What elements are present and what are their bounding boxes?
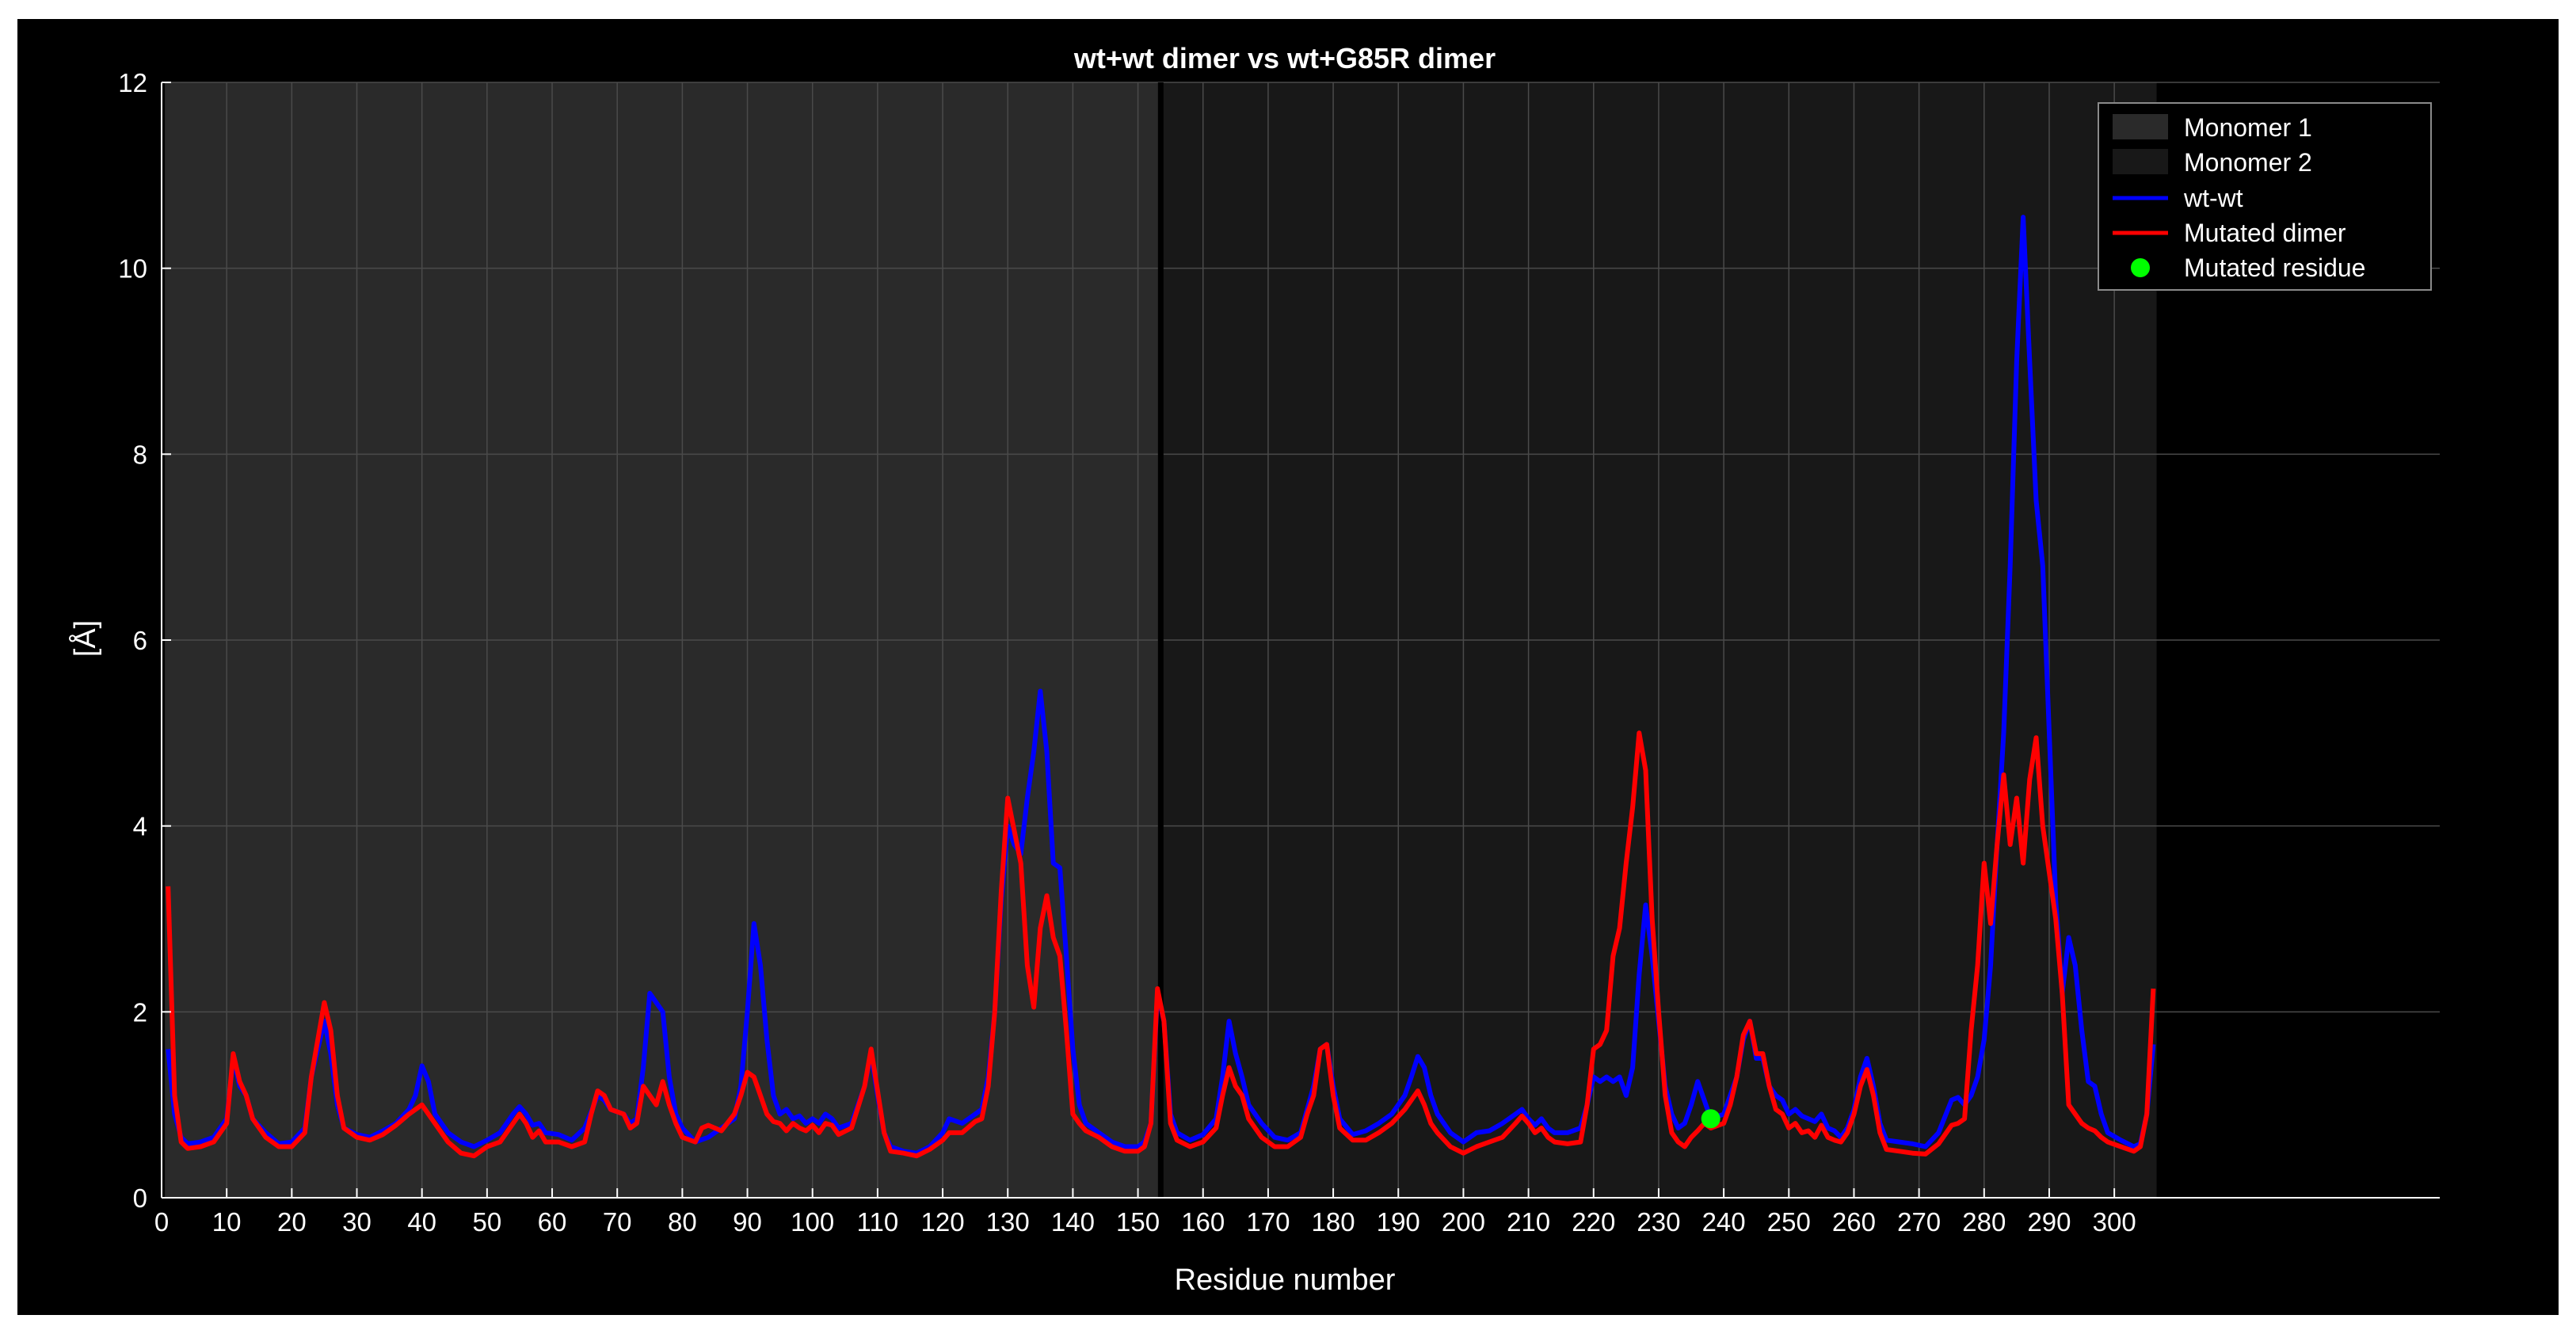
y-tick-label: 0 bbox=[133, 1183, 147, 1213]
x-tick-label: 0 bbox=[154, 1207, 169, 1237]
marker-layer bbox=[1701, 1109, 1721, 1129]
chart-title: wt+wt dimer vs wt+G85R dimer bbox=[1073, 42, 1496, 74]
x-tick-label: 10 bbox=[212, 1207, 242, 1237]
series-layer bbox=[166, 215, 2156, 1159]
x-tick-label: 50 bbox=[472, 1207, 501, 1237]
legend-swatch-mutated-residue bbox=[2131, 258, 2150, 277]
x-tick-label: 250 bbox=[1767, 1207, 1811, 1237]
legend-label-monomer-1: Monomer 1 bbox=[2184, 113, 2312, 142]
x-tick-label: 60 bbox=[538, 1207, 567, 1237]
legend-swatch-monomer-1 bbox=[2113, 114, 2168, 139]
x-tick-label: 190 bbox=[1377, 1207, 1420, 1237]
x-tick-label: 140 bbox=[1051, 1207, 1095, 1237]
x-tick-label: 160 bbox=[1181, 1207, 1225, 1237]
x-tick-label: 100 bbox=[791, 1207, 834, 1237]
x-tick-label: 180 bbox=[1312, 1207, 1355, 1237]
x-tick-label: 70 bbox=[603, 1207, 632, 1237]
y-tick-label: 8 bbox=[133, 440, 147, 469]
x-tick-label: 210 bbox=[1507, 1207, 1550, 1237]
x-tick-label: 130 bbox=[986, 1207, 1030, 1237]
y-tick-label: 12 bbox=[118, 68, 147, 97]
legend: Monomer 1 Monomer 2 wt-wt Mutated dimer … bbox=[2098, 102, 2432, 291]
x-tick-label: 80 bbox=[668, 1207, 697, 1237]
legend-label-mutated-dimer: Mutated dimer bbox=[2184, 219, 2346, 247]
y-tick-label: 4 bbox=[133, 812, 147, 841]
legend-label-monomer-2: Monomer 2 bbox=[2184, 148, 2312, 177]
mutated-residue-marker bbox=[1701, 1109, 1721, 1129]
series-line-mutated-dimer bbox=[166, 730, 2156, 1159]
x-tick-label: 240 bbox=[1702, 1207, 1746, 1237]
y-tick-label: 2 bbox=[133, 997, 147, 1027]
x-tick-label: 220 bbox=[1572, 1207, 1615, 1237]
x-tick-label: 290 bbox=[2027, 1207, 2071, 1237]
tick-label-layer: 0 10 20 30 40 50 60 70 80 90 100 110 120 130 140 150 160… bbox=[118, 68, 2136, 1237]
x-tick-label: 20 bbox=[277, 1207, 307, 1237]
axes-layer bbox=[161, 82, 2440, 1199]
legend-label-wt-wt: wt-wt bbox=[2183, 184, 2243, 212]
x-tick-label: 230 bbox=[1637, 1207, 1680, 1237]
legend-swatch-monomer-2 bbox=[2113, 149, 2168, 174]
x-tick-label: 270 bbox=[1897, 1207, 1941, 1237]
x-tick-label: 260 bbox=[1832, 1207, 1876, 1237]
x-tick-label: 280 bbox=[1962, 1207, 2006, 1237]
chart-svg: 0 10 20 30 40 50 60 70 80 90 100 110 120 130 140 150 160… bbox=[17, 19, 2559, 1315]
x-tick-label: 90 bbox=[733, 1207, 762, 1237]
x-tick-label: 170 bbox=[1246, 1207, 1290, 1237]
y-axis-label: [Å] bbox=[67, 620, 102, 657]
x-tick-label: 40 bbox=[407, 1207, 436, 1237]
x-tick-label: 200 bbox=[1442, 1207, 1485, 1237]
chart-figure: 0 10 20 30 40 50 60 70 80 90 100 110 120 130 140 150 160… bbox=[17, 19, 2559, 1315]
x-tick-label: 30 bbox=[342, 1207, 372, 1237]
x-axis-label: Residue number bbox=[1175, 1263, 1396, 1297]
x-tick-label: 150 bbox=[1116, 1207, 1160, 1237]
y-tick-label: 6 bbox=[133, 626, 147, 655]
y-tick-label: 10 bbox=[118, 254, 147, 284]
x-tick-label: 120 bbox=[921, 1207, 965, 1237]
x-tick-label: 110 bbox=[857, 1207, 899, 1237]
legend-label-mutated-residue: Mutated residue bbox=[2184, 253, 2365, 282]
x-tick-label: 300 bbox=[2093, 1207, 2136, 1237]
